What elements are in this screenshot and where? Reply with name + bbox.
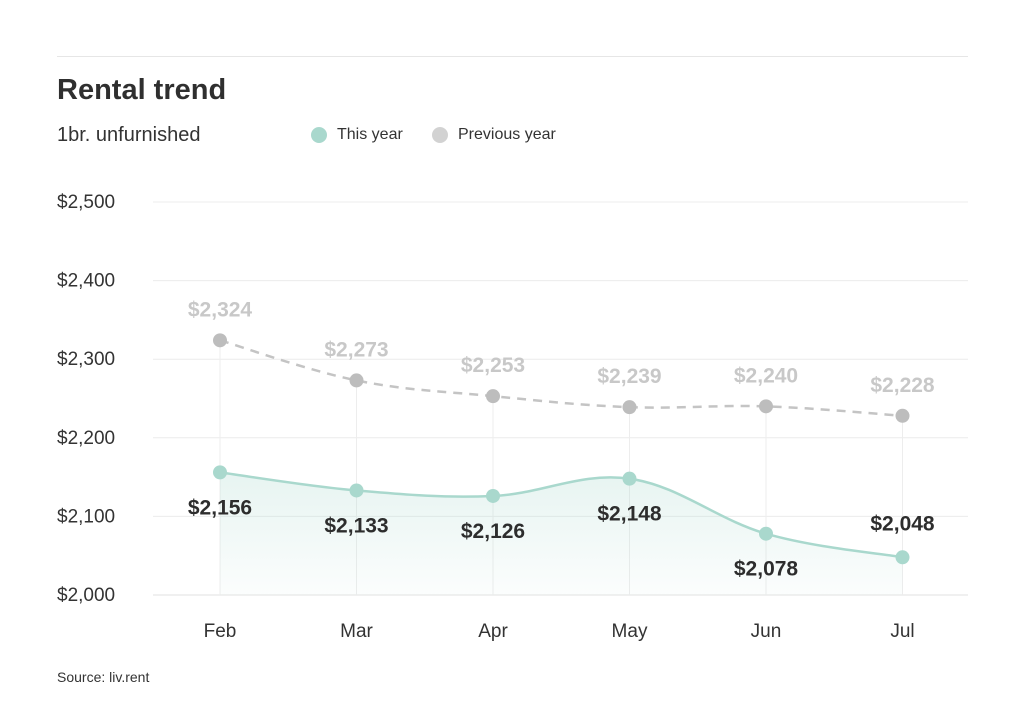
chart-subtitle: 1br. unfurnished	[57, 124, 201, 146]
y-tick-label: $2,100	[57, 506, 115, 527]
x-tick-label: Jun	[751, 621, 782, 642]
this-year-point	[349, 483, 364, 498]
this-year-value-label: $2,133	[324, 514, 388, 537]
line-layer	[219, 339, 903, 559]
this-year-value-label: $2,126	[461, 520, 525, 543]
y-tick-label: $2,500	[57, 192, 115, 213]
this-year-value-label: $2,156	[188, 496, 252, 519]
y-tick-label: $2,400	[57, 271, 115, 292]
previous-year-point	[349, 373, 364, 388]
y-tick-label: $2,000	[57, 585, 115, 606]
this-year-value-label: $2,078	[734, 558, 799, 581]
x-tick-label: Jul	[890, 621, 914, 642]
top-divider	[57, 56, 968, 57]
this-year-swatch	[311, 127, 327, 143]
previous-year-point	[895, 408, 910, 423]
this-year-point	[486, 488, 500, 503]
this-year-point	[759, 526, 773, 541]
point-layer	[213, 333, 910, 565]
this-year-point	[213, 465, 227, 480]
previous-year-value-label: $2,228	[870, 374, 935, 397]
this-year-value-label: $2,148	[597, 503, 662, 526]
previous-year-point	[213, 333, 227, 348]
this-year-point	[895, 550, 910, 565]
legend-this-year-label: This year	[337, 126, 403, 143]
x-tick-label: Feb	[204, 621, 237, 642]
previous-year-line	[219, 339, 903, 418]
previous-year-point	[486, 389, 500, 404]
x-tick-label: Mar	[340, 621, 373, 642]
y-tick-label: $2,200	[57, 428, 115, 449]
previous-year-value-label: $2,324	[188, 298, 253, 321]
previous-year-value-label: $2,240	[734, 364, 798, 387]
source-note: Source: liv.rent	[57, 669, 150, 685]
x-tick-label: Apr	[478, 621, 508, 642]
this-year-line	[219, 471, 903, 559]
this-year-area	[220, 472, 903, 595]
label-layer: $2,324 $2,273 $2,253 $2,239 $2,240 $2,228 $2,1…	[188, 298, 935, 580]
previous-year-value-label: $2,273	[324, 338, 388, 361]
previous-year-point	[759, 399, 773, 414]
previous-year-value-label: $2,253	[461, 354, 525, 377]
chart-title: Rental trend	[57, 74, 227, 106]
this-year-point	[622, 471, 637, 486]
this-year-value-label: $2,048	[870, 512, 935, 535]
x-tick-label: May	[612, 621, 648, 642]
area-layer	[220, 472, 903, 595]
previous-year-swatch	[432, 127, 448, 143]
previous-year-value-label: $2,239	[597, 365, 661, 388]
legend-this-year: This year	[311, 126, 403, 144]
legend-previous-year: Previous year	[432, 126, 556, 144]
legend-previous-year-label: Previous year	[458, 126, 556, 143]
previous-year-point	[622, 400, 637, 415]
y-tick-label: $2,300	[57, 349, 115, 370]
